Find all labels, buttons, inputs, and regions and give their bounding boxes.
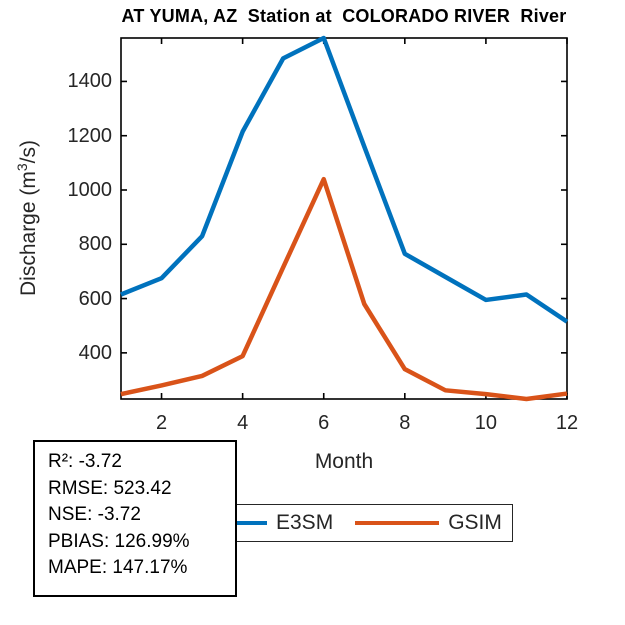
chart-title: AT YUMA, AZ Station at COLORADO RIVER Ri…	[121, 6, 567, 26]
axes-box	[120, 37, 568, 400]
y-tick-label: 400	[78, 341, 112, 364]
stats-line: NSE: -3.72	[48, 504, 141, 525]
y-tick-label: 1400	[67, 70, 113, 93]
x-tick-label: 6	[318, 412, 330, 434]
stats-box: R²: -3.72 RMSE: 523.42 NSE: -3.72 PBIAS: 12…	[33, 440, 237, 597]
x-tick-label: 4	[237, 412, 249, 434]
stats-line: RMSE: 523.42	[48, 477, 172, 499]
y-tick-label: 1000	[67, 179, 113, 201]
x-tick-label: 12	[555, 412, 579, 434]
x-tick-label: 8	[399, 412, 411, 434]
y-tick-label: 600	[78, 287, 112, 310]
y-tick-label: 800	[78, 233, 112, 256]
y-tick-label: 1200	[67, 124, 113, 147]
x-tick-label: 2	[155, 412, 168, 434]
legend-label-e3sm: E3SM	[276, 511, 334, 534]
stats-line: R²: -3.72	[48, 451, 122, 472]
series-line-gsim	[120, 176, 568, 402]
stats-line: MAPE: 147.17%	[48, 557, 188, 578]
x-tick-label: 10	[474, 412, 498, 434]
tick-marks	[121, 38, 568, 399]
x-axis-label: Month	[314, 450, 374, 473]
series-line-e3sm	[120, 35, 569, 324]
legend-sample-gsim	[355, 520, 440, 526]
stats-line: PBIAS: 126.99%	[48, 530, 190, 552]
legend-label-gsim: GSIM	[448, 511, 502, 534]
